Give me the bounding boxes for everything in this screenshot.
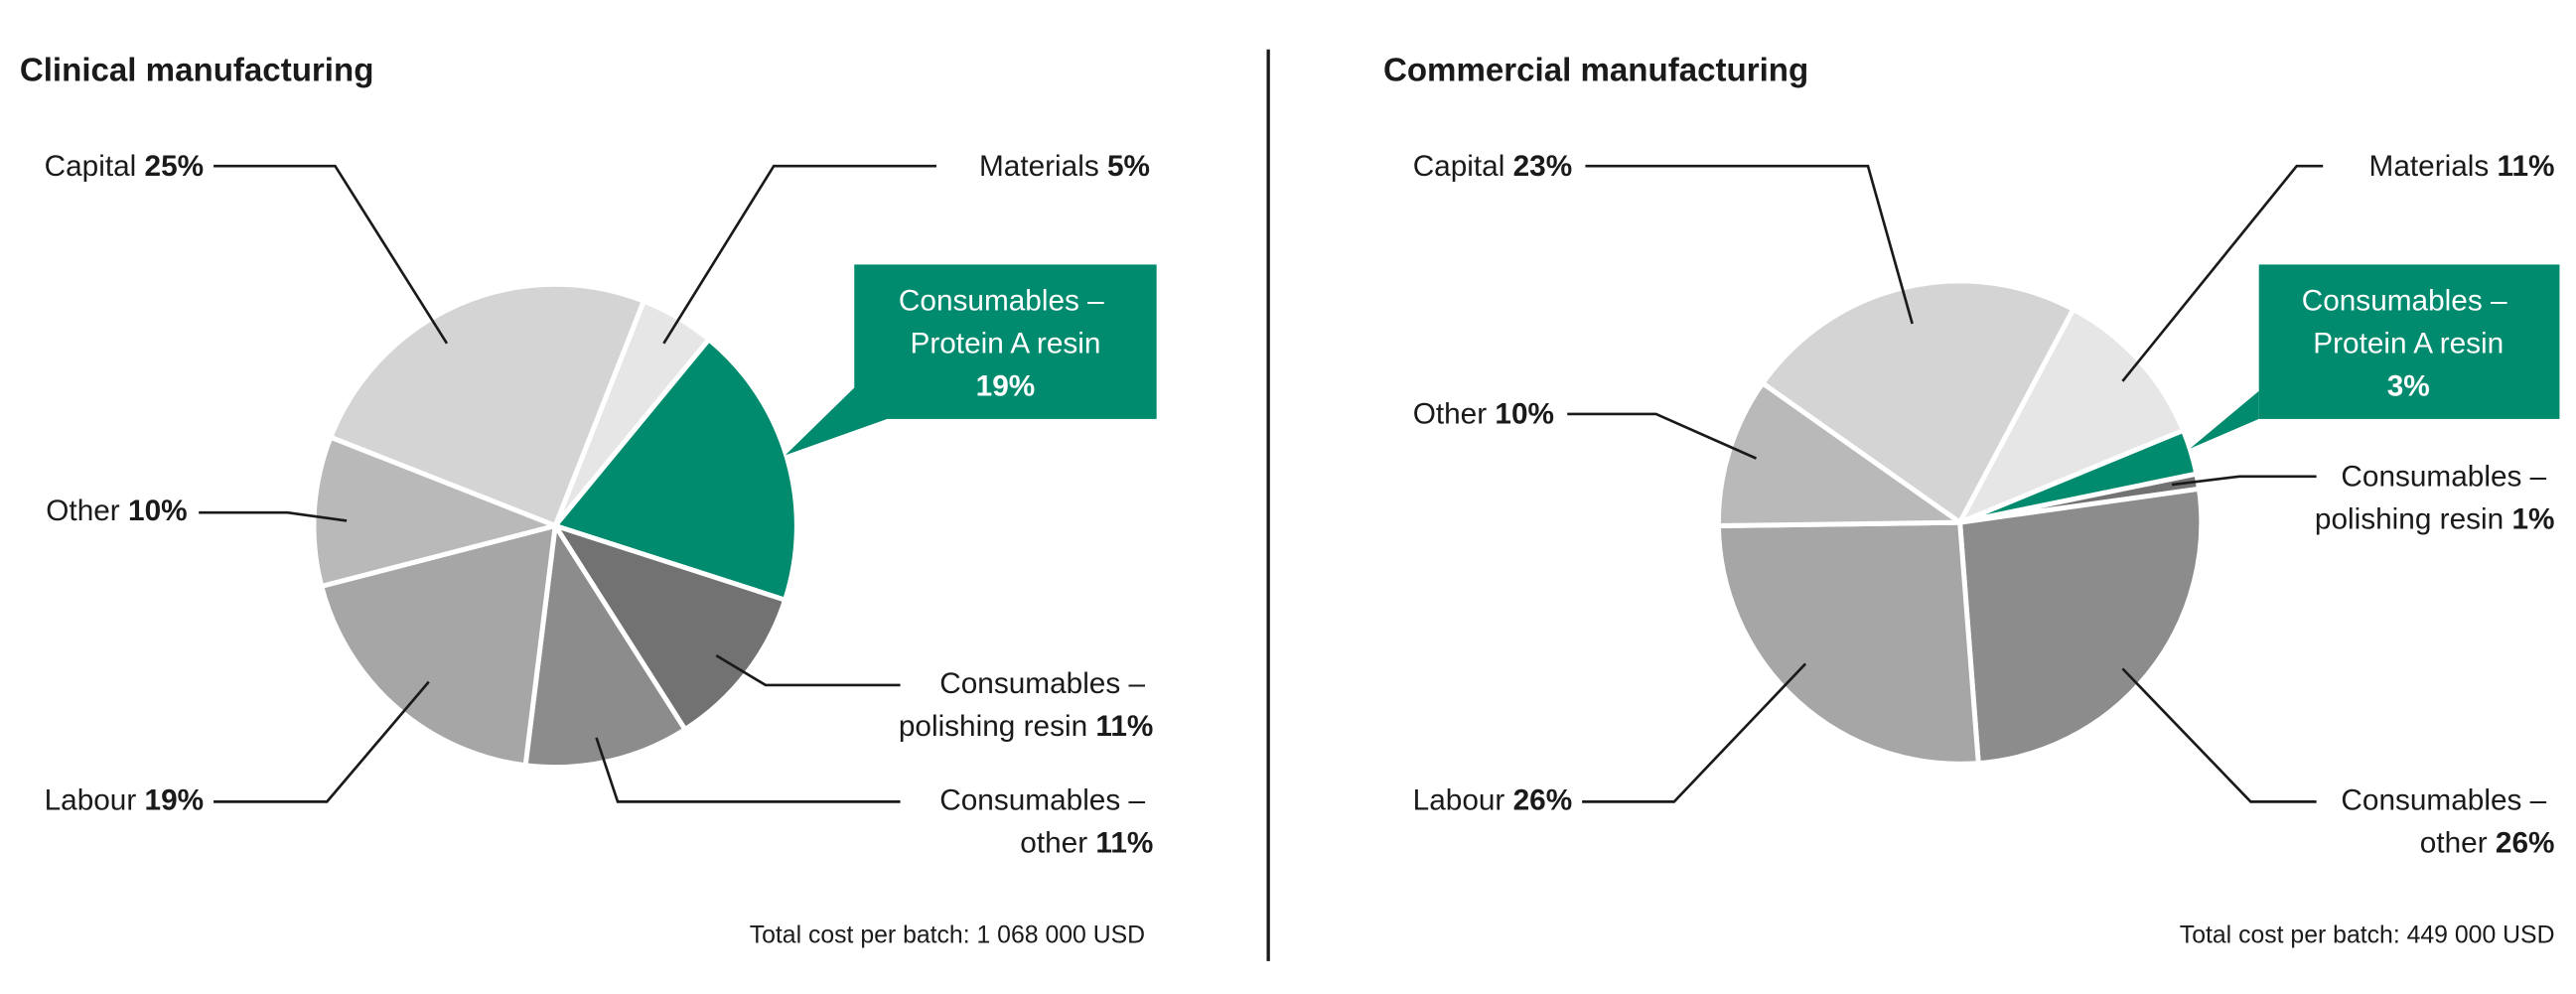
slice-label: Materials 11% bbox=[2369, 150, 2555, 183]
slice-label: Consumables – other 26% bbox=[2341, 783, 2554, 859]
category-label: Consumables – other bbox=[939, 783, 1153, 859]
value-label: 26% bbox=[1513, 783, 1573, 816]
category-label: Materials bbox=[2369, 150, 2490, 183]
pie-slice bbox=[522, 522, 688, 771]
footnote: Total cost per batch: 1 068 000 USD bbox=[750, 923, 1145, 949]
pie-slice bbox=[1715, 519, 1981, 767]
leader-line bbox=[1582, 662, 1807, 803]
slice-label: Consumables – polishing resin 11% bbox=[899, 667, 1153, 743]
footnote: Total cost per batch: 449 000 USD bbox=[2180, 923, 2555, 949]
slice-label: Capital 23% bbox=[1413, 150, 1573, 183]
category-label: Labour bbox=[1413, 783, 1505, 816]
leader-line bbox=[214, 164, 449, 345]
category-label: Consumables – Protein A resin bbox=[899, 284, 1112, 359]
pie-chart: Clinical manufacturing Total cost per bat… bbox=[20, 53, 1157, 949]
leader-line bbox=[595, 737, 901, 803]
pie-slice bbox=[1760, 278, 2076, 525]
pie-chart: Commercial manufacturing Total cost per b… bbox=[1383, 53, 2560, 949]
slice-label: Materials 5% bbox=[979, 150, 1150, 183]
slice-label: Consumables – Protein A resin 19% bbox=[899, 284, 1112, 402]
value-label: 5% bbox=[1107, 150, 1150, 183]
callout-pointer bbox=[2190, 390, 2259, 449]
value-label: 26% bbox=[2496, 826, 2555, 859]
callout-box bbox=[2258, 264, 2560, 419]
value-label: 23% bbox=[1513, 150, 1573, 183]
leader-line bbox=[214, 680, 430, 803]
value-label: 25% bbox=[145, 150, 205, 183]
slice-label: Capital 25% bbox=[45, 150, 205, 183]
slice-label: Consumables – polishing resin 1% bbox=[2315, 460, 2555, 535]
value-label: 19% bbox=[976, 369, 1036, 402]
callout-box bbox=[854, 264, 1157, 419]
leader-line bbox=[1585, 164, 1914, 325]
value-label: 11% bbox=[1095, 710, 1153, 743]
pie-slice bbox=[1715, 380, 1963, 529]
leader-line bbox=[2121, 667, 2317, 803]
value-label: 19% bbox=[145, 783, 205, 816]
category-label: Labour bbox=[45, 783, 137, 816]
leader-line bbox=[1567, 412, 1758, 460]
slice-label: Other 10% bbox=[1413, 397, 1554, 430]
category-label: Consumables – other bbox=[2341, 783, 2554, 859]
chart-title: Commercial manufacturing bbox=[1383, 53, 1808, 89]
value-label: 10% bbox=[128, 495, 188, 527]
category-label: Materials bbox=[979, 150, 1099, 183]
slice-label: Consumables – other 11% bbox=[939, 783, 1153, 859]
leader-line bbox=[199, 510, 348, 522]
pie-slice bbox=[319, 522, 558, 769]
pie-slice bbox=[311, 434, 558, 589]
category-label: Other bbox=[46, 495, 120, 527]
leader-line bbox=[2171, 475, 2317, 487]
pie-slice bbox=[328, 281, 646, 528]
value-label: 1% bbox=[2511, 502, 2554, 535]
slice-label: Labour 19% bbox=[45, 783, 205, 816]
value-label: 3% bbox=[2387, 369, 2430, 402]
value-label: 11% bbox=[1095, 826, 1153, 859]
value-label: 11% bbox=[2498, 150, 2555, 183]
value-label: 10% bbox=[1495, 397, 1554, 430]
pie-slice bbox=[1957, 486, 2205, 767]
pie-slice bbox=[552, 337, 799, 603]
category-label: Consumables – Protein A resin bbox=[2302, 284, 2515, 359]
category-label: Consumables – polishing resin bbox=[2315, 460, 2555, 535]
slice-label: Other 10% bbox=[46, 495, 187, 527]
leader-line bbox=[715, 654, 901, 687]
slice-label: Consumables – Protein A resin 3% bbox=[2302, 284, 2515, 402]
category-label: Consumables – polishing resin bbox=[899, 667, 1153, 743]
category-label: Other bbox=[1413, 397, 1488, 430]
leader-line bbox=[2121, 164, 2324, 382]
slice-label: Labour 26% bbox=[1413, 783, 1573, 816]
category-label: Capital bbox=[1413, 150, 1505, 183]
chart-title: Clinical manufacturing bbox=[20, 53, 374, 89]
leader-line bbox=[662, 164, 936, 345]
category-label: Capital bbox=[45, 150, 137, 183]
